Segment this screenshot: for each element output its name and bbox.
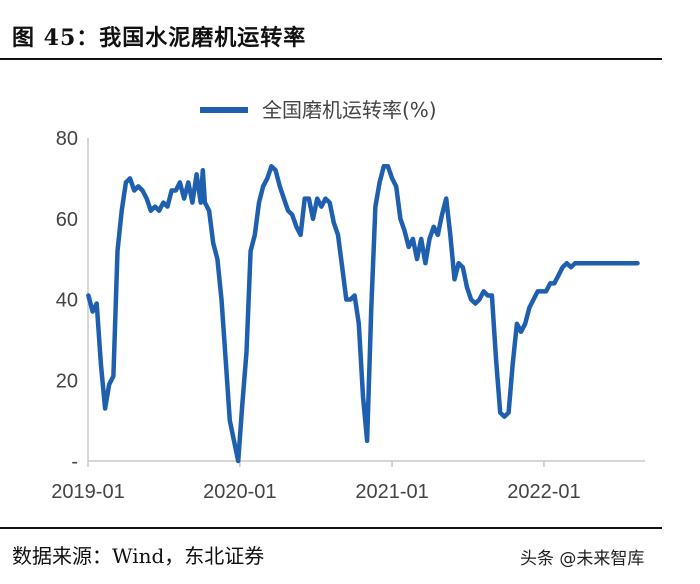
series-group — [86, 164, 640, 464]
figure-title: 图 45：我国水泥磨机运转率 — [12, 25, 307, 51]
x-tick-label: 2022-01 — [507, 481, 580, 503]
legend-label: 全国磨机运转率(%) — [262, 98, 437, 122]
y-tick-label: 40 — [56, 290, 78, 312]
y-tick-label: 20 — [56, 370, 78, 392]
source-divider — [0, 527, 662, 529]
x-tick-label: 2019-01 — [51, 481, 124, 503]
y-tick-label: 80 — [56, 128, 78, 150]
tick-labels: - 20 40 60 80 2019-01 2020-01 2021-01 2022-01 — [51, 128, 580, 503]
watermark: 头条 @未来智库 — [520, 549, 645, 569]
x-tick-label: 2020-01 — [203, 481, 276, 503]
y-tick-label: 60 — [56, 209, 78, 231]
source-note: 数据来源：Wind，东北证券 — [12, 544, 265, 568]
legend: 全国磨机运转率(%) — [200, 98, 437, 122]
y-tick-label: - — [71, 451, 78, 473]
series-line — [86, 164, 640, 464]
title-divider — [0, 58, 662, 60]
x-tick-label: 2021-01 — [355, 481, 428, 503]
